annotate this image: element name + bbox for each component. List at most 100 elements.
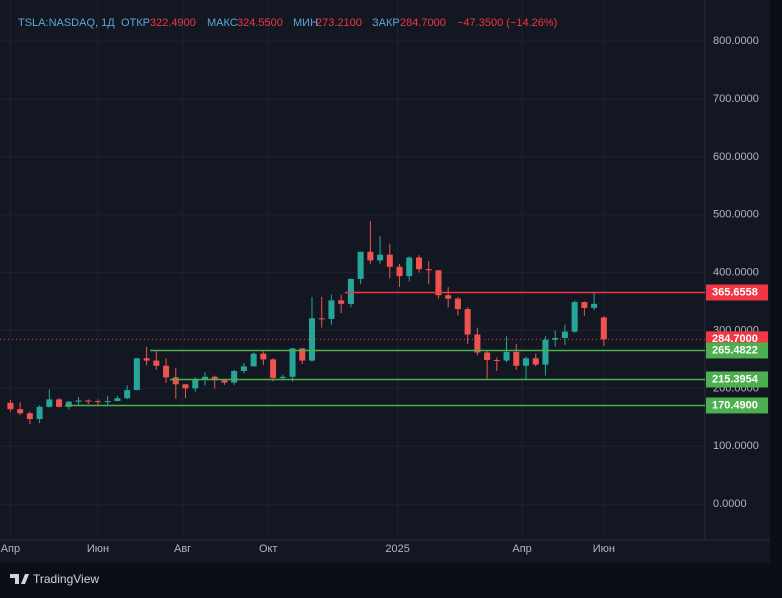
candle-body <box>484 352 491 360</box>
y-tick-label: 600.0000 <box>713 151 759 163</box>
stat-value: 322.4900 <box>150 17 196 29</box>
candle <box>163 358 170 384</box>
price-label-bg <box>706 397 768 414</box>
plot <box>0 221 705 425</box>
candle <box>367 221 374 264</box>
candle-body <box>561 331 568 339</box>
candle-body <box>357 251 364 279</box>
candle-body <box>289 348 296 377</box>
candle <box>221 380 228 385</box>
candle <box>153 350 160 370</box>
candle-body <box>415 257 423 270</box>
candle-body <box>406 257 413 277</box>
price-label: 215.3954 <box>712 373 759 385</box>
candle <box>503 336 510 363</box>
stat-label: МАКС <box>207 17 238 29</box>
candle-body <box>279 376 286 378</box>
candle <box>211 375 218 389</box>
candle-body <box>425 269 432 271</box>
candle <box>445 287 452 308</box>
candle <box>425 261 432 285</box>
candle <box>231 369 238 385</box>
candle-body <box>94 401 101 403</box>
candle-body <box>26 413 33 420</box>
y-tick-label: 500.0000 <box>713 209 759 221</box>
candle-body <box>552 338 559 340</box>
candle <box>484 350 491 379</box>
y-tick-label: 400.0000 <box>713 267 759 279</box>
candle <box>600 316 607 346</box>
candle-body <box>133 358 140 391</box>
candle <box>94 399 101 406</box>
candle-body <box>7 402 14 410</box>
candle-body <box>75 400 82 402</box>
candle <box>143 346 150 366</box>
candle-body <box>367 251 374 261</box>
candle <box>493 357 500 371</box>
candle <box>318 296 325 328</box>
candle <box>454 296 461 316</box>
candle <box>270 358 277 382</box>
candle <box>104 395 111 406</box>
candle <box>415 255 423 273</box>
candle <box>36 405 43 424</box>
candle <box>85 399 92 404</box>
candle-body <box>600 317 607 340</box>
candle-body <box>182 384 189 389</box>
price-label-bg <box>706 371 768 388</box>
candle-body <box>36 406 43 420</box>
candle-body <box>143 358 150 361</box>
candle-body <box>299 348 306 361</box>
price-label: 284.7000 <box>712 333 758 345</box>
candle-body <box>591 303 598 308</box>
candle-body <box>338 300 345 304</box>
candle-body <box>46 399 53 407</box>
x-tick-label: Июн <box>87 543 109 555</box>
footer <box>0 563 782 598</box>
candle <box>46 389 53 408</box>
candle-body <box>532 358 539 365</box>
change: −47.3500 (−14.26%) <box>457 17 557 29</box>
stat-value: 324.5500 <box>237 17 283 29</box>
stat-label: МИН <box>293 17 318 29</box>
candle <box>338 294 345 314</box>
candle-body <box>435 270 442 296</box>
candle-body <box>396 266 403 277</box>
candle <box>532 353 539 367</box>
candle-body <box>464 309 471 335</box>
candle-body <box>347 278 354 304</box>
stat-label: ОТКР <box>121 17 150 29</box>
candle <box>513 343 520 370</box>
candle-body <box>454 298 461 310</box>
candle-body <box>493 360 500 361</box>
logo-mark <box>10 574 29 584</box>
price-label: 265.4822 <box>712 344 758 356</box>
candle-body <box>318 318 325 320</box>
candle <box>561 324 568 345</box>
candle-body <box>377 254 384 261</box>
candle <box>75 397 82 405</box>
candle <box>289 347 296 382</box>
candle <box>17 402 24 415</box>
candle-body <box>513 351 520 366</box>
candle-body <box>192 379 199 389</box>
candle <box>133 358 140 391</box>
grid <box>0 0 705 540</box>
candle-body <box>85 400 92 402</box>
candle-body <box>445 295 452 299</box>
candle-body <box>522 358 530 366</box>
y-tick-label: 100.0000 <box>713 440 759 452</box>
candle <box>435 270 442 299</box>
candle <box>26 411 33 425</box>
candle-body <box>270 359 277 378</box>
candle <box>240 362 247 374</box>
candle <box>7 399 14 412</box>
candle <box>328 294 335 325</box>
candle-body <box>221 380 228 383</box>
x-tick-label: Июн <box>593 543 615 555</box>
x-tick-label: Окт <box>259 543 278 555</box>
price-label: 170.4900 <box>712 399 758 411</box>
